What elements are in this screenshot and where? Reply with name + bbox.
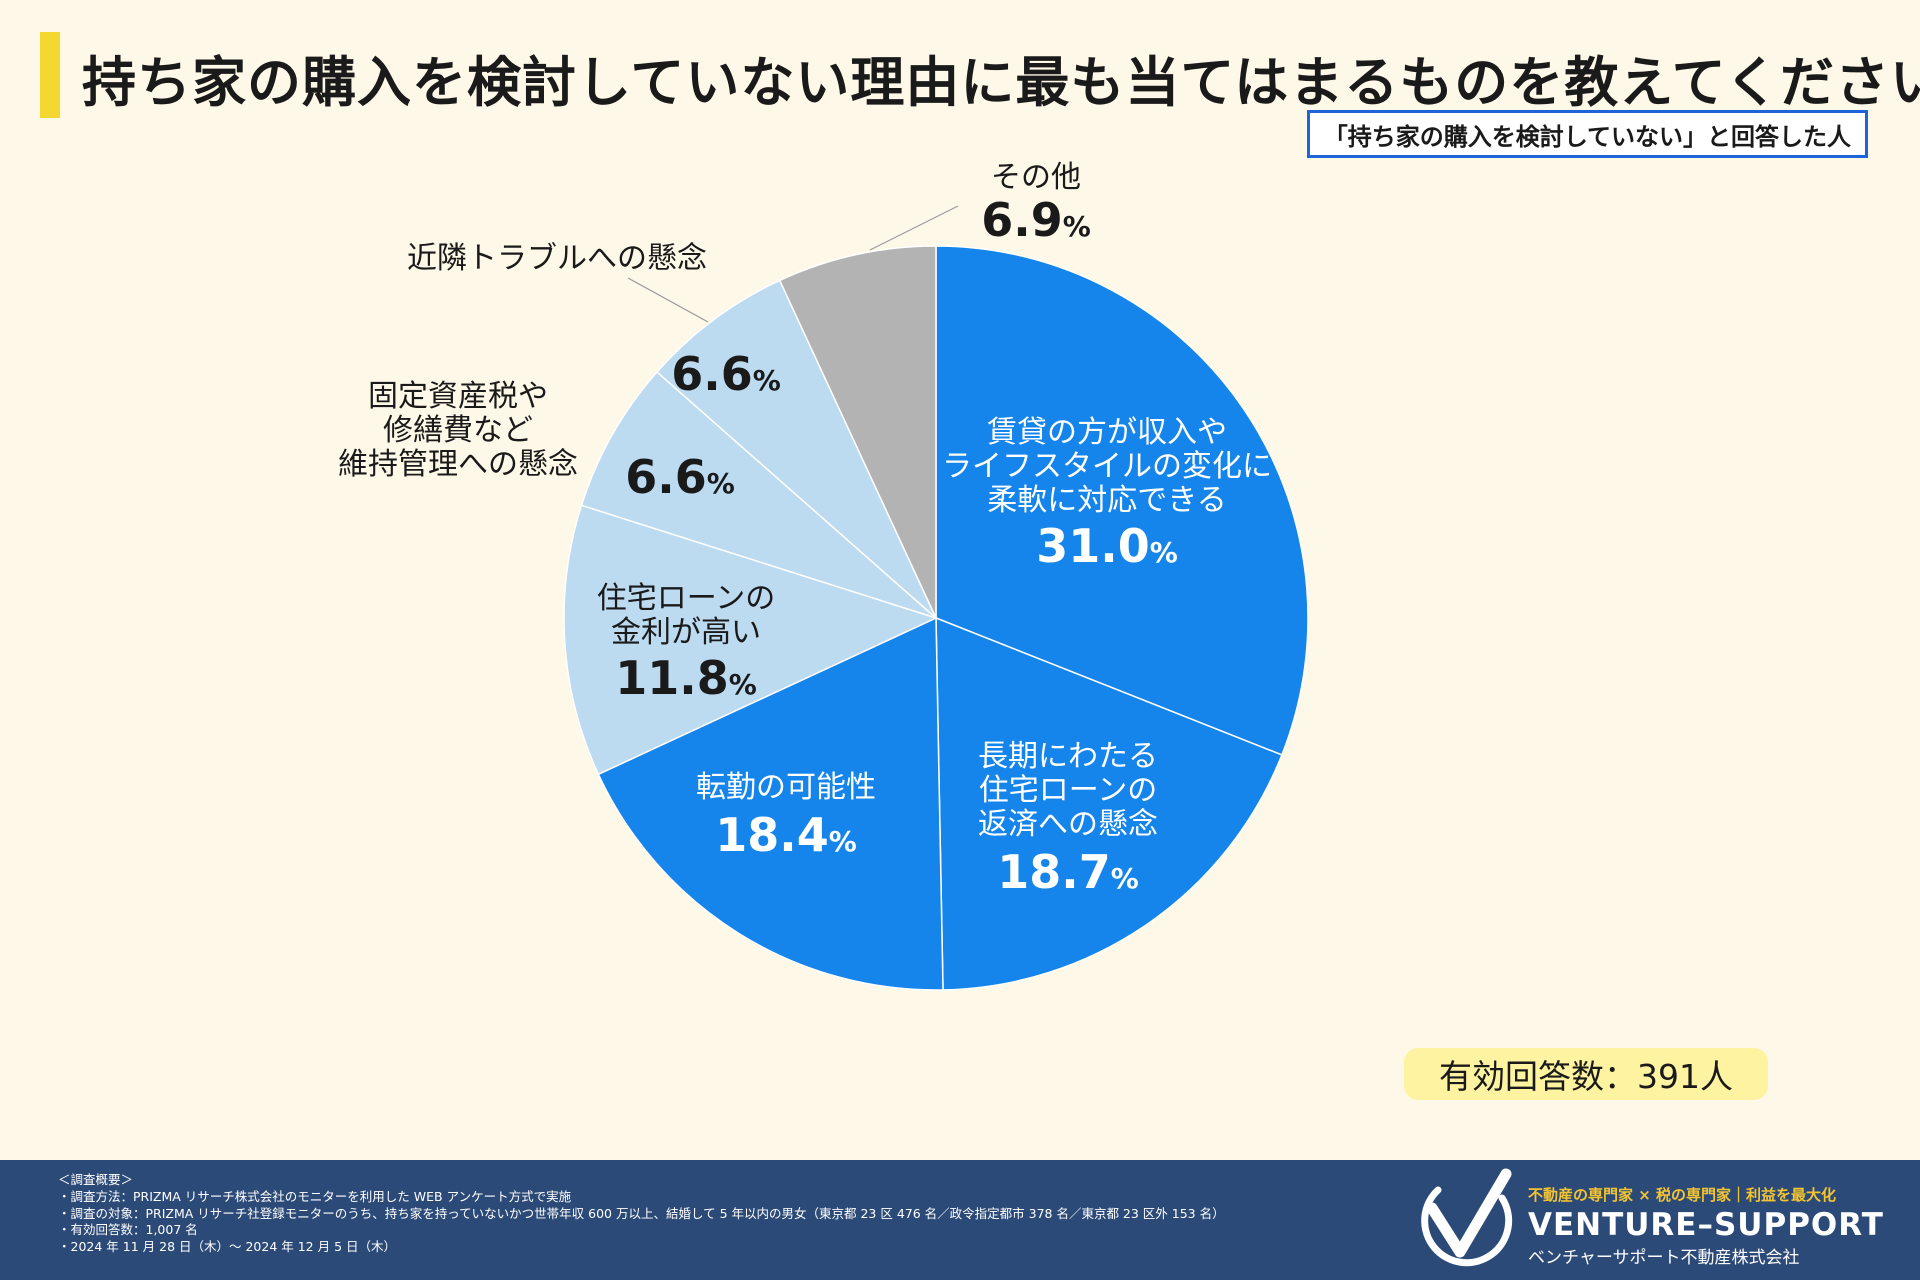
leader-line-6 — [869, 205, 959, 251]
title-accent-bar — [40, 32, 60, 118]
pie-slice-1 — [935, 616, 1283, 991]
survey-line: ・調査方法：PRIZMA リサーチ株式会社のモニターを利用した WEB アンケー… — [58, 1188, 572, 1204]
respondent-note: 「持ち家の購入を検討していない」と回答した人 — [1306, 110, 1868, 158]
company-name: ベンチャーサポート不動産株式会社 — [1528, 1248, 1800, 1268]
slice-value-5: 6.6% — [671, 347, 781, 401]
slice-label-5: 近隣トラブルへの懸念 — [407, 241, 707, 276]
slice-value-6: 6.9% — [981, 193, 1091, 247]
slice-value-0: 31.0% — [1036, 519, 1178, 573]
slice-value-4: 6.6% — [625, 450, 735, 504]
slice-value-3: 11.8% — [615, 651, 757, 705]
pie-slice-6 — [778, 245, 937, 619]
slice-label-2: 転勤の可能性 — [696, 770, 876, 805]
slice-value-1: 18.7% — [997, 845, 1139, 899]
pie-slice-2 — [597, 616, 944, 991]
survey-heading: ＜調査概要＞ — [58, 1172, 134, 1187]
page-title: 持ち家の購入を検討していない理由に最も当てはまるものを教えてください — [82, 51, 1920, 114]
slice-label-1: 長期にわたる住宅ローンの返済への懸念 — [978, 739, 1158, 842]
survey-line: ・2024 年 11 月 28 日（木）〜 2024 年 12 月 5 日（木） — [58, 1239, 397, 1255]
valid-responses-badge: 有効回答数：391人 — [1404, 1048, 1768, 1100]
slice-label-0: 賃貸の方が収入やライフスタイルの変化に柔軟に対応できる — [942, 415, 1272, 518]
pie-slice-0 — [935, 245, 1309, 756]
pie-slice-4 — [580, 370, 937, 619]
survey-summary: ＜調査概要＞ ・調査方法：PRIZMA リサーチ株式会社のモニターを利用した W… — [58, 1172, 1225, 1256]
pie-slice-5 — [655, 279, 937, 619]
footer: ＜調査概要＞ ・調査方法：PRIZMA リサーチ株式会社のモニターを利用した W… — [0, 1160, 1920, 1280]
slice-label-6: その他 — [991, 160, 1081, 195]
logo-text: 不動産の専門家 × 税の専門家｜利益を最大化 VENTURE–SUPPORT ベ… — [1528, 1184, 1884, 1268]
survey-line: ・有効回答数：1,007 名 — [58, 1222, 198, 1238]
slice-label-4: 固定資産税や修繕費など維持管理への懸念 — [338, 379, 578, 482]
survey-line: ・調査の対象：PRIZMA リサーチ社登録モニターのうち、持ち家を持っていないか… — [58, 1205, 1225, 1221]
slice-label-3: 住宅ローンの金利が高い — [597, 581, 776, 650]
slice-value-2: 18.4% — [715, 808, 857, 862]
venture-support-logo-icon — [1421, 1168, 1513, 1267]
tagline: 不動産の専門家 × 税の専門家｜利益を最大化 — [1528, 1186, 1837, 1204]
leader-line-5 — [627, 277, 709, 323]
brand-name: VENTURE–SUPPORT — [1528, 1207, 1884, 1243]
pie-slice-3 — [563, 504, 939, 776]
